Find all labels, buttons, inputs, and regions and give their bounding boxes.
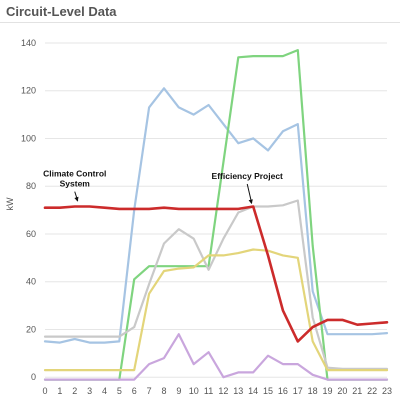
annotation-arrowhead bbox=[74, 196, 79, 202]
y-tick-label: 20 bbox=[26, 324, 36, 334]
x-tick-label: 9 bbox=[176, 386, 181, 396]
y-tick-label: 100 bbox=[21, 133, 36, 143]
x-tick-label: 3 bbox=[87, 386, 92, 396]
x-tick-label: 18 bbox=[308, 386, 318, 396]
series-line-4 bbox=[43, 248, 389, 372]
x-tick-label: 23 bbox=[382, 386, 392, 396]
chart-title: Circuit-Level Data bbox=[6, 4, 117, 19]
x-tick-label: 5 bbox=[117, 386, 122, 396]
y-tick-label: 0 bbox=[31, 372, 36, 382]
annotation-text: Efficiency Project bbox=[212, 171, 284, 181]
x-tick-label: 1 bbox=[57, 386, 62, 396]
series-line-2 bbox=[43, 48, 389, 381]
series-line-3 bbox=[43, 199, 389, 370]
x-tick-label: 14 bbox=[248, 386, 258, 396]
x-tick-label: 6 bbox=[132, 386, 137, 396]
y-tick-label: 60 bbox=[26, 229, 36, 239]
x-tick-label: 7 bbox=[147, 386, 152, 396]
x-axis-ticks: 0 1 2 3 4 5 6 7 8 9 10 11 12 13 14 15 16 17 18 19 20 21 22 23 bbox=[42, 386, 392, 396]
x-tick-label: 4 bbox=[102, 386, 107, 396]
annotation-arrowhead bbox=[248, 199, 253, 205]
annotation-text: Climate Control bbox=[43, 169, 106, 179]
y-axis-ticks: 0 20 40 60 80 100 120 140 bbox=[21, 38, 36, 382]
x-tick-label: 20 bbox=[337, 386, 347, 396]
y-tick-label: 40 bbox=[26, 277, 36, 287]
x-tick-label: 17 bbox=[293, 386, 303, 396]
x-tick-label: 8 bbox=[161, 386, 166, 396]
y-axis-label: kW bbox=[5, 197, 15, 211]
series-line-6 bbox=[43, 205, 389, 343]
series-lines bbox=[43, 48, 389, 381]
y-tick-label: 120 bbox=[21, 86, 36, 96]
x-tick-label: 22 bbox=[367, 386, 377, 396]
x-tick-label: 21 bbox=[352, 386, 362, 396]
series-line-1 bbox=[43, 87, 389, 344]
x-tick-label: 15 bbox=[263, 386, 273, 396]
y-tick-label: 80 bbox=[26, 181, 36, 191]
x-tick-label: 2 bbox=[72, 386, 77, 396]
x-tick-label: 10 bbox=[189, 386, 199, 396]
y-tick-label: 140 bbox=[21, 38, 36, 48]
x-tick-label: 19 bbox=[323, 386, 333, 396]
x-tick-label: 13 bbox=[233, 386, 243, 396]
x-tick-label: 11 bbox=[204, 386, 213, 396]
x-tick-label: 12 bbox=[218, 386, 228, 396]
annotation-text: System bbox=[60, 179, 91, 189]
x-tick-label: 0 bbox=[42, 386, 47, 396]
gridlines bbox=[45, 42, 387, 378]
title-divider bbox=[0, 22, 400, 23]
x-tick-label: 16 bbox=[278, 386, 288, 396]
series-line-5 bbox=[43, 333, 389, 381]
